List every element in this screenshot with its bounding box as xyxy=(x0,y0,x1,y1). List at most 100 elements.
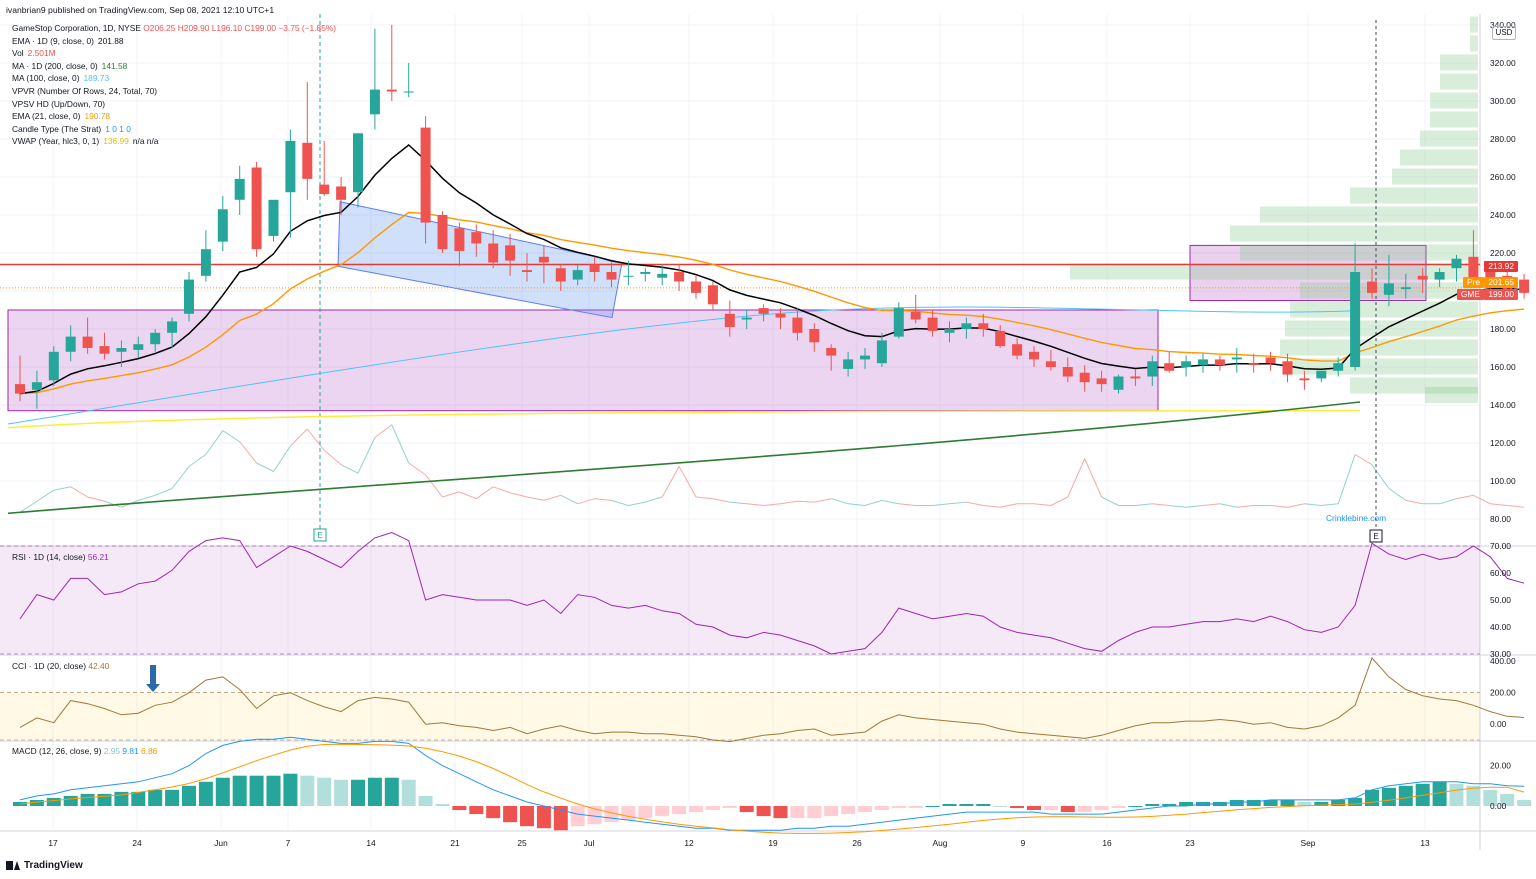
pre-label: Pre xyxy=(1462,277,1484,288)
legend-vol[interactable]: Vol 2.501M xyxy=(12,48,56,59)
volume-segment xyxy=(1033,503,1051,506)
volume-segment xyxy=(898,503,916,506)
candle-body xyxy=(1231,357,1242,360)
gme-label: GME xyxy=(1456,289,1484,300)
volume-profile-bar xyxy=(1280,339,1478,356)
volume-segment xyxy=(1405,499,1423,505)
candle-body xyxy=(741,317,752,320)
time-tick-label: 14 xyxy=(366,838,376,848)
macd-histogram-bar xyxy=(587,806,602,825)
time-tick-label: 9 xyxy=(1021,838,1026,848)
candle-body xyxy=(1029,351,1039,360)
volume-line xyxy=(19,424,1525,513)
candle-body xyxy=(268,199,279,236)
volume-segment xyxy=(239,441,257,464)
volume-segment xyxy=(1354,454,1373,466)
legend-ma200[interactable]: MA · 1D (200, close, 0) 141.58 xyxy=(12,60,128,71)
candle-body xyxy=(860,355,870,360)
legend-vpvr[interactable]: VPVR (Number Of Rows, 24, Total, 70) xyxy=(12,85,158,96)
volume-segment xyxy=(628,501,646,506)
legend-vwap[interactable]: VWAP (Year, hlc3, 0, 1) 136.99 n/a n/a xyxy=(12,136,159,147)
volume-segment xyxy=(1337,454,1356,504)
macd-histogram-bar xyxy=(520,806,534,827)
currency-button[interactable]: USD xyxy=(1492,26,1516,40)
volume-segment xyxy=(1371,464,1390,489)
time-tick-label: 13 xyxy=(1420,838,1430,848)
legend-strat[interactable]: Candle Type (The Strat) 1 0 1 0 xyxy=(12,123,131,134)
volume-segment xyxy=(1473,494,1491,505)
macd-histogram-bar xyxy=(351,779,365,806)
cci-line xyxy=(19,657,1525,743)
volume-segment xyxy=(763,503,781,506)
volume-profile-bar xyxy=(1240,244,1478,261)
watermark: Crinklebine.com xyxy=(1326,513,1387,523)
candle-body xyxy=(1062,367,1073,377)
price-tick-label: 320.00 xyxy=(1490,58,1516,68)
legend-ema21[interactable]: EMA (21, close, 0) 190.78 xyxy=(12,111,111,122)
macd-histogram-bar xyxy=(401,779,416,806)
macd-histogram-bar xyxy=(1297,801,1312,806)
macd-histogram-bar xyxy=(80,793,95,806)
volume-segment xyxy=(290,428,308,447)
macd-histogram-bar xyxy=(553,806,568,831)
volume-segment xyxy=(53,486,71,491)
volume-segment xyxy=(695,496,713,500)
macd-histogram-bar xyxy=(334,779,349,806)
rsi-tick-label: 30.00 xyxy=(1490,649,1511,659)
volume-segment xyxy=(340,464,359,474)
volume-profile-bar xyxy=(1470,35,1478,52)
macd-histogram-bar xyxy=(1483,789,1498,806)
signal-line xyxy=(19,743,1525,834)
candle-body xyxy=(302,142,313,179)
volume-segment xyxy=(70,486,88,498)
open-value: O206.25 xyxy=(143,23,176,33)
candle-body xyxy=(1333,363,1344,371)
macd-legend[interactable]: MACD (12, 26, close, 9) 2.95 9.81 6.86 xyxy=(12,746,158,756)
legend-vpsv[interactable]: VPSV HD (Up/Down, 70) xyxy=(12,98,106,109)
rsi-tick-label: 40.00 xyxy=(1490,622,1511,632)
time-tick-label: 26 xyxy=(852,838,862,848)
volume-segment xyxy=(509,492,528,498)
legend-ema9[interactable]: EMA · 1D (9, close, 0) 201.88 xyxy=(12,35,124,46)
volume-segment xyxy=(391,424,410,464)
volume-segment xyxy=(222,430,240,443)
volume-segment xyxy=(526,496,544,501)
volume-segment xyxy=(1186,505,1204,508)
macd-histogram-bar xyxy=(1162,803,1177,806)
candle-body xyxy=(1485,270,1496,280)
price-tick-label: 280.00 xyxy=(1490,134,1516,144)
macd-histogram-bar xyxy=(638,806,653,819)
macd-line xyxy=(19,736,1525,831)
legend-ma100[interactable]: MA (100, close, 0) 189.73 xyxy=(12,73,110,84)
price-tick-label: 340.00 xyxy=(1490,20,1516,30)
candle-body xyxy=(336,186,347,200)
macd-histogram-bar xyxy=(722,806,737,809)
tradingview-logo[interactable]: TradingView xyxy=(6,860,83,871)
candle-body xyxy=(403,91,414,93)
macd-histogram-bar xyxy=(1432,781,1447,806)
volume-segment xyxy=(188,454,207,467)
volume-segment xyxy=(814,498,832,503)
price-tick-label: 120.00 xyxy=(1490,438,1516,448)
candle-body xyxy=(251,167,262,250)
macd-histogram-bar xyxy=(469,806,484,815)
volume-segment xyxy=(374,424,393,438)
close-value: C199.00 xyxy=(244,23,277,33)
candle-body xyxy=(1181,361,1192,367)
indicator-panes xyxy=(0,531,1532,834)
rsi-legend[interactable]: RSI · 1D (14, close) 56.21 xyxy=(12,552,109,562)
volume-segment xyxy=(493,486,511,494)
cci-legend[interactable]: CCI · 1D (20, close) 42.40 xyxy=(12,661,110,671)
macd-histogram-bar xyxy=(1179,801,1194,806)
time-tick-label: 12 xyxy=(684,838,694,848)
macd-histogram-bar xyxy=(1010,806,1025,809)
volume-segment xyxy=(661,466,680,498)
volume-profile-bar xyxy=(1230,225,1478,242)
candle-body xyxy=(640,272,651,274)
candle-body xyxy=(1079,372,1090,383)
volume-segment xyxy=(357,437,376,474)
symbol-label[interactable]: GameStop Corporation, 1D, NYSE xyxy=(12,23,141,33)
volume-segment xyxy=(797,500,815,503)
macd-histogram-bar xyxy=(1094,806,1109,811)
